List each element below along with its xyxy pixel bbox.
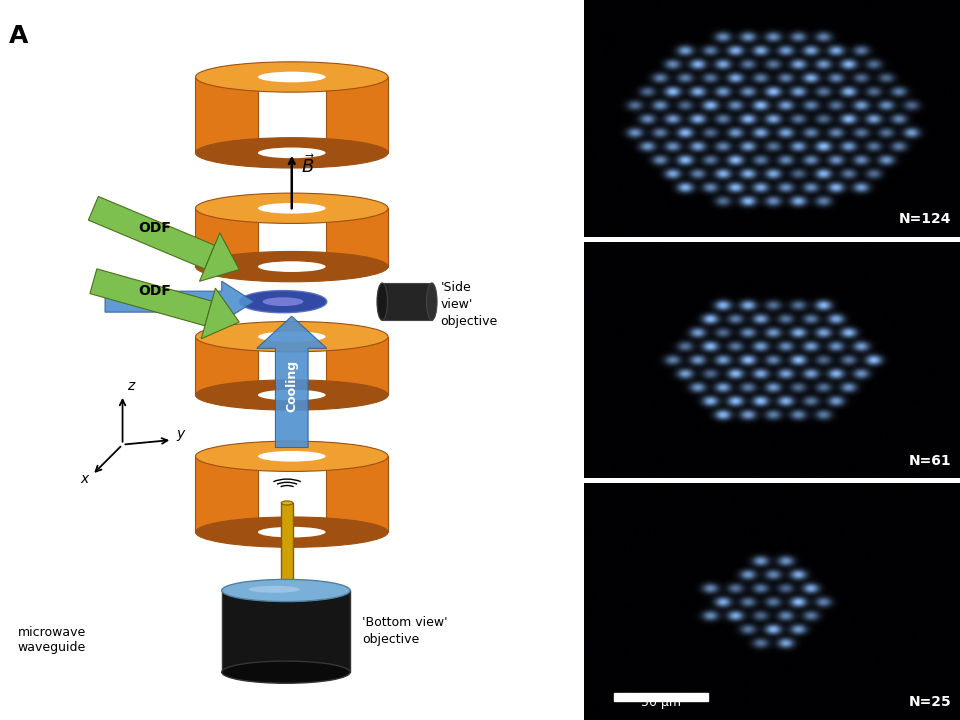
- Polygon shape: [325, 337, 388, 395]
- Polygon shape: [325, 456, 388, 532]
- Polygon shape: [281, 503, 293, 585]
- Ellipse shape: [258, 72, 325, 82]
- Text: microwave
waveguide: microwave waveguide: [17, 626, 85, 654]
- Ellipse shape: [196, 517, 388, 547]
- Polygon shape: [196, 456, 258, 532]
- Polygon shape: [202, 288, 239, 338]
- Ellipse shape: [258, 261, 325, 272]
- Text: y: y: [177, 427, 184, 441]
- Polygon shape: [200, 233, 239, 282]
- Polygon shape: [382, 283, 432, 320]
- Text: ODF: ODF: [138, 222, 171, 235]
- Ellipse shape: [222, 661, 350, 683]
- Ellipse shape: [196, 138, 388, 168]
- Polygon shape: [256, 316, 326, 448]
- Text: 50 μm: 50 μm: [640, 696, 681, 709]
- Ellipse shape: [249, 586, 300, 593]
- Ellipse shape: [196, 62, 388, 92]
- Text: 'Bottom view'
objective: 'Bottom view' objective: [362, 616, 447, 647]
- Ellipse shape: [239, 291, 326, 312]
- Text: B: B: [600, 32, 619, 56]
- Text: A: A: [9, 24, 28, 48]
- Polygon shape: [196, 208, 258, 266]
- Ellipse shape: [222, 580, 350, 602]
- Ellipse shape: [263, 297, 303, 306]
- Ellipse shape: [196, 322, 388, 352]
- Text: 'Side
view'
objective: 'Side view' objective: [441, 281, 498, 328]
- Ellipse shape: [426, 283, 437, 320]
- Text: z: z: [127, 379, 133, 393]
- Ellipse shape: [258, 451, 325, 462]
- Ellipse shape: [196, 193, 388, 223]
- Ellipse shape: [196, 380, 388, 410]
- Text: N=61: N=61: [909, 454, 951, 468]
- Text: $\vec{B}$: $\vec{B}$: [300, 154, 315, 177]
- Polygon shape: [105, 282, 253, 322]
- Ellipse shape: [258, 390, 325, 400]
- Polygon shape: [196, 337, 258, 395]
- Text: x: x: [81, 472, 88, 485]
- Ellipse shape: [196, 251, 388, 282]
- Polygon shape: [325, 208, 388, 266]
- Polygon shape: [88, 197, 215, 269]
- Ellipse shape: [377, 283, 388, 320]
- Bar: [614, 693, 708, 701]
- Polygon shape: [325, 77, 388, 153]
- Polygon shape: [196, 77, 258, 153]
- Ellipse shape: [258, 148, 325, 158]
- Ellipse shape: [258, 527, 325, 537]
- Ellipse shape: [281, 501, 293, 505]
- Ellipse shape: [258, 331, 325, 342]
- Text: N=124: N=124: [899, 212, 951, 226]
- Polygon shape: [222, 590, 350, 672]
- Ellipse shape: [258, 203, 325, 214]
- Text: Cooling: Cooling: [285, 360, 299, 413]
- Polygon shape: [90, 269, 212, 325]
- Text: N=25: N=25: [909, 696, 951, 709]
- Ellipse shape: [196, 441, 388, 472]
- Text: ODF: ODF: [138, 284, 171, 298]
